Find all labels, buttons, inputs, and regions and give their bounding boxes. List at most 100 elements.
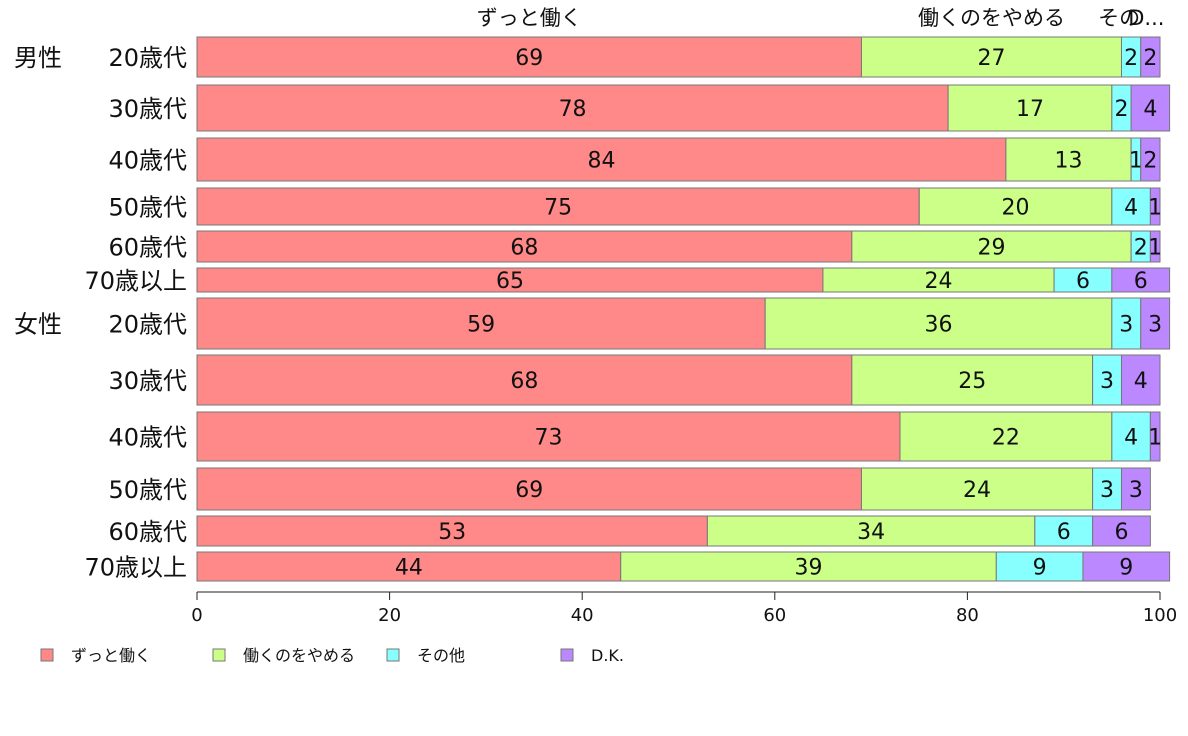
category-label: 40歳代 — [108, 147, 187, 175]
category-label: 60歳代 — [108, 518, 187, 546]
data-label: 53 — [438, 520, 466, 545]
bar-segment — [1149, 230, 1161, 263]
data-label: 39 — [795, 556, 823, 581]
data-label: 65 — [496, 269, 524, 294]
bar-segment — [1140, 137, 1161, 182]
data-label: 1 — [1129, 149, 1143, 174]
bar-segment — [196, 187, 920, 226]
category-label: 30歳代 — [108, 95, 187, 123]
legend-label: D.K. — [591, 646, 624, 665]
bar-segment — [196, 36, 862, 78]
data-label: 69 — [515, 478, 543, 503]
series-top-label: 働くのをやめる — [918, 6, 1065, 30]
data-label: 24 — [925, 269, 953, 294]
bar-segment — [1120, 467, 1151, 511]
group-label: 男性 — [14, 44, 62, 72]
category-label: 70歳以上 — [84, 267, 187, 295]
data-label: 9 — [1119, 556, 1133, 581]
data-label: 2 — [1124, 46, 1138, 71]
data-label: 3 — [1119, 313, 1133, 338]
data-label: 68 — [510, 369, 538, 394]
bar-segment — [860, 467, 1094, 511]
bar-segment — [1140, 297, 1171, 350]
data-label: 3 — [1129, 478, 1143, 503]
bar-segment — [1053, 267, 1113, 293]
data-label: 6 — [1057, 520, 1071, 545]
bar-segment — [947, 84, 1113, 132]
bar-segment — [1092, 515, 1151, 547]
bar-segment — [1005, 137, 1132, 182]
category-label: 60歳代 — [108, 234, 187, 262]
legend-label: ずっと働く — [71, 646, 151, 665]
category-label: 20歳代 — [108, 44, 187, 72]
data-label: 36 — [925, 313, 953, 338]
bar-segment — [196, 297, 766, 350]
data-label: 1 — [1148, 196, 1162, 221]
bar-segment — [899, 411, 1113, 462]
data-label: 25 — [958, 369, 986, 394]
data-label: 4 — [1134, 369, 1148, 394]
legend-swatch — [560, 648, 574, 662]
data-label: 6 — [1134, 269, 1148, 294]
series-top-label: その — [1098, 6, 1140, 30]
bar-segment — [706, 515, 1036, 547]
bar-segment — [196, 267, 824, 293]
bar-segment — [196, 467, 862, 511]
bar-segment — [851, 354, 1094, 406]
data-label: 9 — [1033, 556, 1047, 581]
data-label: 20 — [1002, 196, 1030, 221]
data-label: 17 — [1016, 97, 1044, 122]
data-label: 75 — [544, 196, 572, 221]
data-label: 44 — [395, 556, 423, 581]
data-label: 3 — [1148, 313, 1162, 338]
legend-swatch — [212, 648, 226, 662]
bar-segment — [1149, 187, 1161, 226]
bar-segment — [764, 297, 1113, 350]
bar-segment — [1111, 187, 1151, 226]
bar-segment — [1130, 84, 1171, 132]
series-top-label: D... — [1128, 6, 1164, 30]
data-label: 3 — [1100, 478, 1114, 503]
bar-segment — [860, 36, 1122, 78]
series-top-label: ずっと働く — [477, 6, 582, 30]
data-label: 6 — [1114, 520, 1128, 545]
legend-label: その他 — [417, 646, 465, 665]
category-label: 20歳代 — [108, 311, 187, 339]
data-label: 2 — [1114, 97, 1128, 122]
data-label: 78 — [559, 97, 587, 122]
data-label: 2 — [1134, 236, 1148, 261]
x-tick-label: 60 — [763, 605, 786, 626]
category-label: 40歳代 — [108, 424, 187, 452]
data-label: 68 — [510, 236, 538, 261]
legend-swatch — [40, 648, 54, 662]
data-label: 34 — [857, 520, 885, 545]
x-tick-label: 80 — [956, 605, 979, 626]
data-label: 27 — [977, 46, 1005, 71]
bar-segment — [1140, 36, 1161, 78]
data-label: 1 — [1148, 236, 1162, 261]
bar-segment — [196, 137, 1007, 182]
bar-segment — [995, 551, 1084, 582]
bar-segment — [822, 267, 1055, 293]
category-label: 50歳代 — [108, 476, 187, 504]
data-label: 6 — [1076, 269, 1090, 294]
data-label: 24 — [963, 478, 991, 503]
bar-segment — [918, 187, 1113, 226]
data-label: 4 — [1124, 426, 1138, 451]
data-label: 29 — [977, 236, 1005, 261]
data-label: 2 — [1143, 46, 1157, 71]
data-label: 84 — [587, 149, 615, 174]
data-label: 2 — [1143, 149, 1157, 174]
data-label: 22 — [992, 426, 1020, 451]
x-tick-label: 100 — [1143, 605, 1177, 626]
bar-segment — [620, 551, 997, 582]
data-label: 3 — [1100, 369, 1114, 394]
legend-swatch — [386, 648, 400, 662]
bar-segment — [196, 515, 708, 547]
bar-segment — [1034, 515, 1094, 547]
bar-segment — [1120, 354, 1161, 406]
data-label: 69 — [515, 46, 543, 71]
data-label: 13 — [1055, 149, 1083, 174]
data-label: 59 — [467, 313, 495, 338]
